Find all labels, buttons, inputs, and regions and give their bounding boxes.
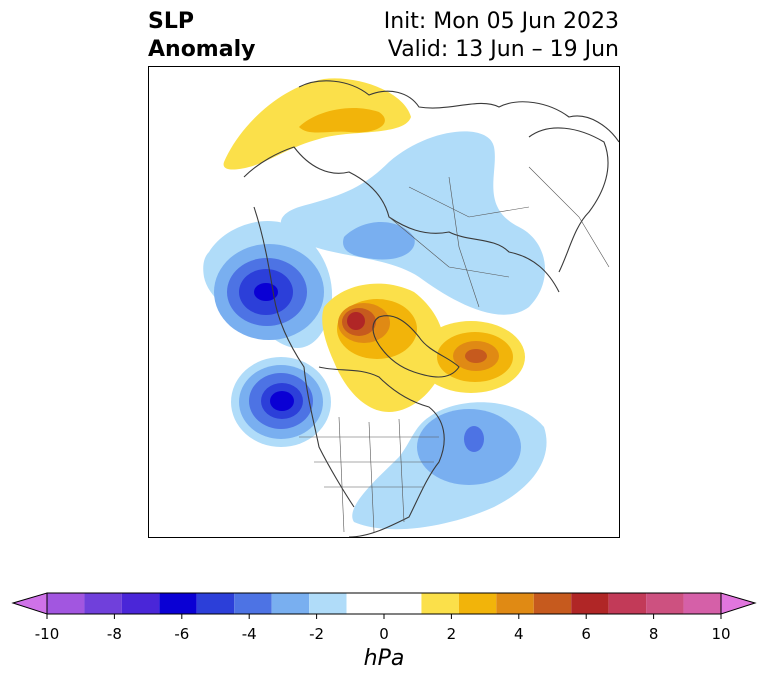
- colorbar-cell: [84, 593, 122, 614]
- map-title: SLP Anomaly: [148, 8, 255, 64]
- colorbar-unit: hPa: [363, 646, 405, 671]
- colorbar-cell: [346, 593, 422, 614]
- colorbar-cell: [458, 593, 497, 614]
- title-line-2: Anomaly: [148, 37, 256, 62]
- colorbar-tick-label: 4: [514, 625, 524, 643]
- colorbar-cell: [421, 593, 459, 614]
- colorbar-cell: [47, 593, 85, 614]
- colorbar-tick-label: -4: [242, 625, 257, 643]
- colorbar-tick-label: 0: [379, 625, 389, 643]
- coastlines: [243, 80, 619, 537]
- colorbar-tick-label: -10: [35, 625, 60, 643]
- w-atlantic-low-anomaly: [352, 402, 547, 530]
- atlantic-high-anomaly: [417, 321, 525, 393]
- colorbar-tick-label: 6: [581, 625, 591, 643]
- title-line-1: SLP: [148, 9, 194, 34]
- colorbar-cell: [196, 593, 235, 614]
- map-panel: [148, 66, 620, 538]
- colorbar-cell: [159, 593, 197, 614]
- colorbar-tick-label: 8: [649, 625, 659, 643]
- colorbar-cell: [309, 593, 347, 614]
- colorbar-tick-label: 2: [447, 625, 457, 643]
- init-date: Init: Mon 05 Jun 2023: [383, 9, 619, 34]
- eurasia-low-anomaly: [280, 131, 546, 315]
- colorbar-cell: [646, 593, 684, 614]
- greenland-high-anomaly: [322, 283, 445, 412]
- political-borders: [299, 166, 610, 533]
- slp-anomaly-map: [203, 78, 619, 537]
- colorbar: -10 -8 -6 -4 -2 0 2 4 6 8 10: [11, 592, 757, 643]
- forecast-dates: Init: Mon 05 Jun 2023 Valid: 13 Jun – 19…: [384, 8, 619, 64]
- colorbar-extend-min: [11, 592, 48, 615]
- anomaly-fill-layer: [203, 78, 547, 530]
- colorbar-extend-max: [720, 592, 757, 615]
- colorbar-tick-label: -6: [174, 625, 189, 643]
- colorbar-tick-label: 10: [711, 625, 730, 643]
- colorbar-cell: [533, 593, 572, 614]
- colorbar-tick-label: -8: [107, 625, 122, 643]
- colorbar-cell: [496, 593, 534, 614]
- colorbar-cell: [683, 593, 721, 614]
- colorbar-cell: [571, 593, 609, 614]
- colorbar-cell: [271, 593, 310, 614]
- valid-range: Valid: 13 Jun – 19 Jun: [387, 37, 619, 62]
- pacific-low-anomaly: [203, 221, 333, 348]
- colorbar-ticks: -10 -8 -6 -4 -2 0 2 4 6 8 10: [35, 614, 731, 643]
- siberia-high-anomaly: [223, 78, 411, 170]
- colorbar-cell: [121, 593, 160, 614]
- colorbar-cell: [234, 593, 272, 614]
- colorbar-tick-label: -2: [309, 625, 324, 643]
- colorbar-cell: [608, 593, 647, 614]
- colorbar-cells: [47, 593, 721, 614]
